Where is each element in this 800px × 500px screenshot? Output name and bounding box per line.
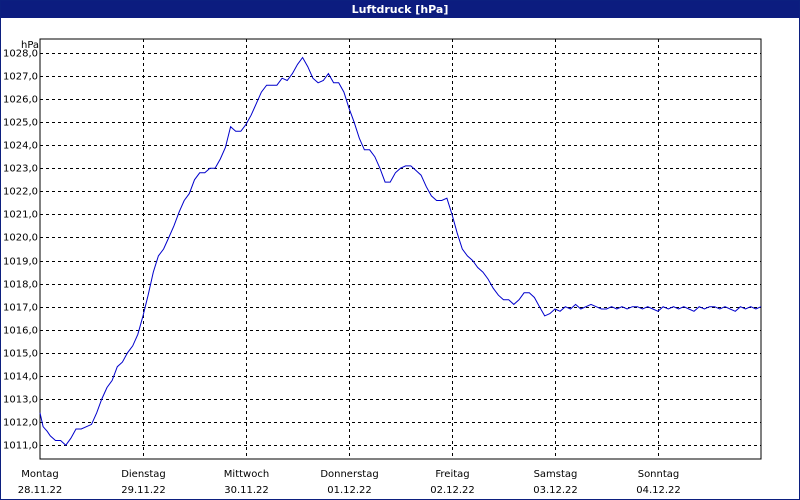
x-tick-date-label: 29.11.22	[121, 485, 166, 496]
y-tick-label: 1015,0	[3, 349, 38, 360]
x-tick-date-label: 03.12.22	[533, 485, 578, 496]
x-tick-date-label: 30.11.22	[224, 485, 269, 496]
y-tick-label: 1016,0	[3, 326, 38, 337]
y-tick-label: 1017,0	[3, 303, 38, 314]
x-tick-day-label: Dienstag	[121, 469, 166, 480]
horizontal-gridlines	[40, 53, 761, 446]
y-tick-label: 1025,0	[3, 118, 38, 129]
pressure-series-line	[39, 56, 762, 446]
y-axis-tick-labels: 1011,0 1012,0 1013,0 1014,0 1015,0 1016,0 1017…	[3, 49, 38, 452]
y-tick-label: 1024,0	[3, 141, 38, 152]
y-tick-label: 1011,0	[3, 441, 38, 452]
x-tick-day-label: Freitag	[435, 469, 469, 480]
y-tick-label: 1027,0	[3, 72, 38, 83]
x-tick-day-label: Mittwoch	[224, 469, 269, 480]
y-tick-label: 1012,0	[3, 418, 38, 429]
y-tick-label: 1020,0	[3, 233, 38, 244]
vertical-gridlines	[143, 39, 659, 459]
y-tick-label: 1018,0	[3, 280, 38, 291]
y-tick-label: 1023,0	[3, 164, 38, 175]
x-tick-date-label: 28.11.22	[18, 485, 63, 496]
x-tick-day-label: Samstag	[534, 469, 578, 480]
y-tick-label: 1021,0	[3, 210, 38, 221]
y-tick-label: 1019,0	[3, 257, 38, 268]
y-tick-label: 1026,0	[3, 95, 38, 106]
y-tick-label: 1013,0	[3, 395, 38, 406]
x-tick-day-label: Montag	[21, 469, 58, 480]
x-tick-date-label: 01.12.22	[327, 485, 372, 496]
y-axis-unit-label: hPa	[21, 40, 39, 51]
x-axis-tick-labels: Montag 28.11.22 Dienstag 29.11.22 Mittwoch 30…	[18, 469, 681, 496]
y-tick-label: 1028,0	[3, 49, 38, 60]
x-tick-date-label: 04.12.22	[636, 485, 681, 496]
x-tick-date-label: 02.12.22	[430, 485, 475, 496]
x-tick-day-label: Donnerstag	[320, 469, 378, 480]
chart-title: Luftdruck [hPa]	[1, 1, 799, 18]
y-tick-label: 1014,0	[3, 372, 38, 383]
x-tick-day-label: Sonntag	[638, 469, 680, 480]
plot-area	[39, 38, 762, 460]
y-tick-label: 1022,0	[3, 187, 38, 198]
